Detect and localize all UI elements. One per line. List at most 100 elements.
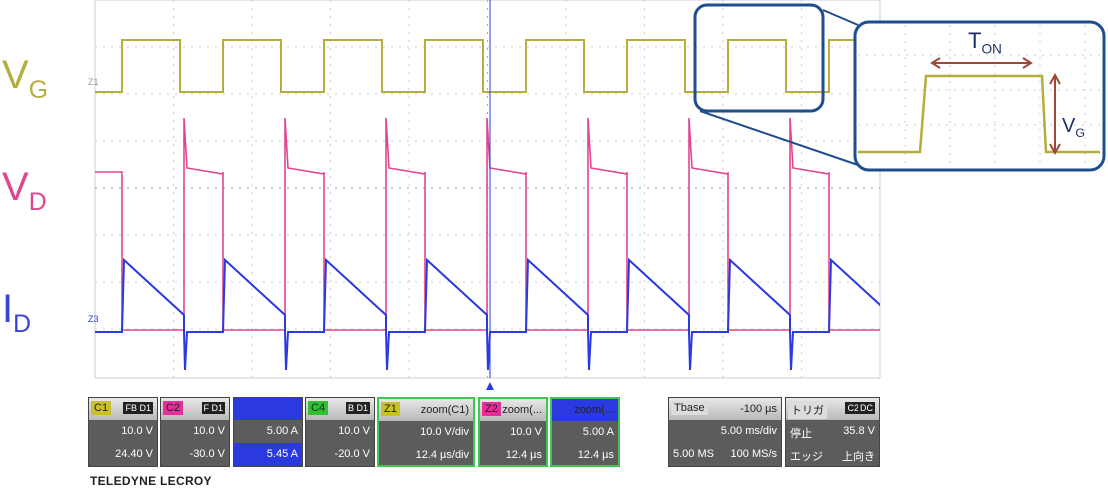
label-main: V — [2, 53, 29, 97]
trace-marker: Z1 — [88, 77, 99, 87]
inset-bg — [853, 20, 1106, 172]
channel-box: Tbase -100 µs 5.00 ms/div 5.00 MS 100 MS/s — [668, 397, 782, 467]
channel-box: 5.00 A 5.45 A — [233, 397, 303, 467]
channel-row: 5.00 ms/div — [669, 420, 781, 443]
channel-value: 10.0 V/div — [420, 426, 469, 438]
channel-name: Tbase — [671, 401, 708, 415]
channel-value: 35.8 V — [843, 425, 875, 437]
channel-tag: D1 — [209, 402, 225, 414]
channel-box: C1 FB D1 10.0 V 24.40 V — [88, 397, 158, 467]
zoom-selection — [693, 3, 825, 113]
channel-row: エッジ 上向き — [786, 443, 879, 466]
channel-value: 5.00 A — [266, 425, 298, 437]
label-main: V — [2, 165, 29, 209]
channel-row: 5.00 A — [234, 420, 302, 443]
channel-value: 10.0 V — [338, 425, 370, 437]
connector — [699, 110, 859, 166]
channel-value: 5.00 MS — [673, 448, 714, 460]
channel-header-value: zoom(... — [574, 404, 614, 416]
label: ID — [2, 287, 31, 338]
channel-tag: C2 — [845, 402, 861, 414]
label-sub: G — [1075, 126, 1085, 140]
channel-row: 10.0 V — [306, 420, 374, 443]
channel-name: トリガ — [788, 401, 827, 419]
label: VD — [2, 165, 47, 216]
channel-row: 24.40 V — [89, 443, 157, 466]
channel-header: C2 F D1 — [161, 398, 229, 420]
channel-value: 24.40 V — [115, 448, 153, 460]
channel-tag: D1 — [137, 402, 153, 414]
channel-header: C4 B D1 — [306, 398, 374, 420]
channel-value: 12.4 µs — [505, 449, 542, 461]
channel-value: 5.00 A — [582, 426, 614, 438]
channel-tag: DC — [858, 402, 875, 414]
traces — [95, 39, 880, 371]
channel-row: 5.45 A — [234, 443, 302, 466]
label-main: T — [968, 28, 981, 53]
channel-row: 5.00 A — [552, 421, 618, 444]
channel-header: トリガ C2 DC — [786, 398, 879, 420]
channel-row: 10.0 V — [89, 420, 157, 443]
channel-row: 10.0 V — [161, 420, 229, 443]
channel-header: zoom(... — [552, 399, 618, 421]
channel-row: 12.4 µs — [552, 444, 618, 467]
channel-header: Z1 zoom(C1) — [379, 399, 473, 421]
id-trace — [95, 257, 880, 371]
channel-header — [234, 398, 302, 420]
vd-trace — [95, 117, 880, 331]
label: VG — [1062, 115, 1085, 140]
channel-row: 10.0 V/div — [379, 421, 473, 444]
connector — [822, 9, 859, 26]
channel-row: -20.0 V — [306, 443, 374, 466]
channel-header: Z2 zoom(... — [480, 399, 546, 421]
label: TON — [968, 28, 1002, 57]
channel-box: Z2 zoom(... 10.0 V 12.4 µs — [478, 397, 548, 467]
channel-value: 10.0 V — [510, 426, 542, 438]
channel-value: 5.45 A — [266, 448, 298, 460]
label-sub: D — [13, 311, 31, 338]
brand: TELEDYNE LECROY — [90, 474, 212, 488]
channel-name: Z1 — [381, 402, 400, 416]
channel-row: -30.0 V — [161, 443, 229, 466]
vg-trace — [95, 39, 880, 93]
channel-value: -30.0 V — [189, 448, 225, 460]
channel-name: Z2 — [482, 402, 501, 416]
label-main: I — [2, 287, 13, 331]
channel-value: 12.4 µs/div — [415, 449, 469, 461]
channel-value: 10.0 V — [121, 425, 153, 437]
channel-value: 12.4 µs — [577, 449, 614, 461]
channel-value: 5.00 ms/div — [720, 425, 777, 437]
channel-header-value: zoom(C1) — [420, 404, 469, 416]
channel-value: 10.0 V — [193, 425, 225, 437]
channel-box: zoom(... 5.00 A 12.4 µs — [550, 397, 620, 467]
label-sub: D — [29, 189, 47, 216]
channel-value: エッジ — [790, 451, 823, 463]
label-sub: G — [29, 77, 48, 104]
trace-marker: Z3 — [88, 314, 99, 324]
ton-arrow — [930, 57, 1033, 69]
channel-header: C1 FB D1 — [89, 398, 157, 420]
trigger-marker — [486, 382, 494, 390]
channel-header-value: -100 µs — [740, 403, 777, 415]
channel-value: 停止 — [790, 428, 812, 440]
channel-name: C2 — [163, 401, 184, 415]
channel-row: 停止 35.8 V — [786, 420, 879, 443]
channel-value: -20.0 V — [334, 448, 370, 460]
channel-box: C4 B D1 10.0 V -20.0 V — [305, 397, 375, 467]
channel-tag: F — [201, 402, 211, 414]
channel-row: 12.4 µs — [480, 444, 546, 467]
channel-header-value: zoom(... — [502, 404, 542, 416]
channel-row: 10.0 V — [480, 421, 546, 444]
channel-box: トリガ C2 DC 停止 35.8 V エッジ 上向き — [785, 397, 880, 467]
channel-row: 5.00 MS 100 MS/s — [669, 443, 781, 466]
channel-header: Tbase -100 µs — [669, 398, 781, 420]
label: VG — [2, 53, 48, 104]
channel-tag: FB — [123, 402, 139, 414]
channel-box: Z1 zoom(C1) 10.0 V/div 12.4 µs/div — [377, 397, 475, 467]
channel-tag: D1 — [354, 402, 370, 414]
channel-value: 100 MS/s — [730, 448, 777, 460]
vg-arrow — [1049, 72, 1061, 156]
label-sub: ON — [981, 42, 1001, 57]
